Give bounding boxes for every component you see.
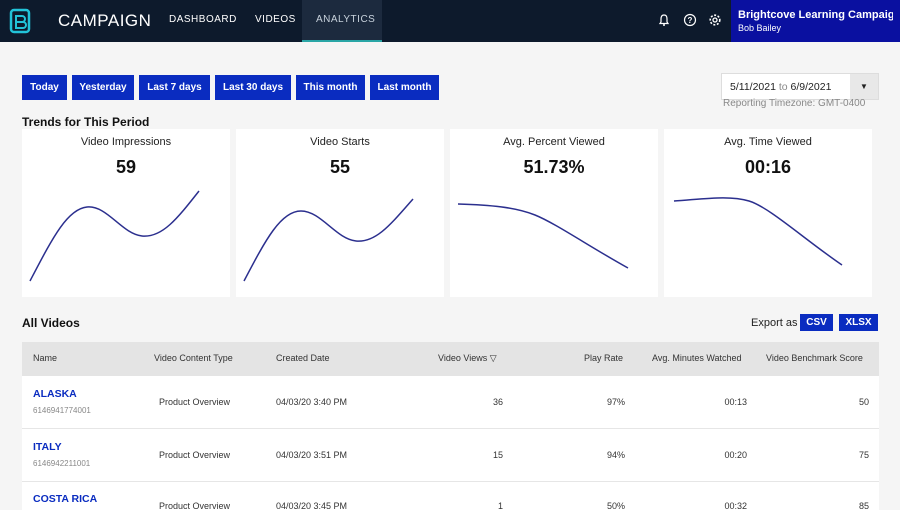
all-videos-title: All Videos: [22, 316, 80, 330]
trend-card-title: Video Impressions: [80, 136, 172, 148]
column-header-video-views[interactable]: Video Views ▽: [438, 353, 497, 364]
video-play-rate: 50%: [606, 501, 625, 510]
column-header-created-date[interactable]: Created Date: [276, 353, 330, 363]
app-brand: CAMPAIGN: [58, 11, 152, 30]
column-header-play-rate[interactable]: Play Rate: [584, 353, 624, 363]
svg-text:?: ?: [688, 16, 693, 25]
trend-card-value: 55: [329, 157, 351, 177]
column-header-benchmark-score[interactable]: Video Benchmark Score: [766, 353, 863, 363]
trend-card-title: Avg. Percent Viewed: [503, 136, 605, 148]
trend-card-value: 59: [115, 157, 137, 177]
video-avg-minutes: 00:13: [724, 397, 747, 407]
chevron-down-icon[interactable]: ▼: [850, 74, 878, 99]
video-content-type: Product Overview: [159, 450, 231, 460]
video-content-type: Product Overview: [159, 397, 231, 407]
column-header-video-views-label: Video Views: [438, 353, 488, 363]
video-play-rate: 97%: [606, 397, 625, 407]
table-row[interactable]: COSTA RICA Product Overview 04/03/20 3:4…: [22, 482, 879, 510]
top-nav-bar: CAMPAIGN DASHBOARD VIDEOS ANALYTICS ? Br…: [0, 0, 900, 42]
video-created-date: 04/03/20 3:40 PM: [276, 397, 348, 407]
column-header-content-type[interactable]: Video Content Type: [154, 353, 233, 363]
video-name-link[interactable]: COSTA RICA: [33, 493, 98, 505]
export-csv-button[interactable]: CSV: [800, 314, 833, 331]
video-views: 15: [492, 450, 503, 460]
trend-card-video-impressions[interactable]: Video Impressions 59: [22, 129, 230, 297]
column-header-name[interactable]: Name: [33, 353, 58, 363]
trend-card-avg-time-viewed[interactable]: Avg. Time Viewed 00:16: [664, 129, 872, 297]
export-xlsx-button[interactable]: XLSX: [839, 314, 878, 331]
range-last-month-button[interactable]: Last month: [370, 75, 439, 100]
range-last-7-days-button[interactable]: Last 7 days: [139, 75, 210, 100]
trend-card-video-starts[interactable]: Video Starts 55: [236, 129, 444, 297]
brightcove-logo-icon[interactable]: [8, 8, 34, 34]
date-start: 5/11/2021: [730, 81, 776, 93]
range-yesterday-button[interactable]: Yesterday: [72, 75, 134, 100]
date-range-picker[interactable]: 5/11/2021 to 6/9/2021 ▼: [721, 73, 879, 100]
trend-sparkline: [673, 197, 843, 266]
trend-sparkline: [243, 198, 414, 282]
video-play-rate: 94%: [606, 450, 625, 460]
trend-card-value: 00:16: [744, 157, 792, 177]
column-header-avg-minutes-watched[interactable]: Avg. Minutes Watched: [652, 353, 742, 363]
trend-card-title: Avg. Time Viewed: [724, 136, 812, 148]
video-created-date: 04/03/20 3:51 PM: [276, 450, 348, 460]
range-today-button[interactable]: Today: [22, 75, 67, 100]
account-switcher[interactable]: Brightcove Learning Campaign Bob Bailey: [731, 0, 900, 42]
videos-table: Name Video Content Type Created Date Vid…: [22, 342, 879, 510]
account-user: Bob Bailey: [738, 23, 782, 33]
range-this-month-button[interactable]: This month: [296, 75, 365, 100]
video-views: 36: [492, 397, 503, 407]
video-avg-minutes: 00:20: [724, 450, 747, 460]
video-benchmark-score: 75: [858, 450, 869, 460]
date-to: to: [778, 81, 788, 93]
reporting-timezone: Reporting Timezone: GMT-0400: [723, 98, 866, 109]
date-end: 6/9/2021: [790, 81, 832, 93]
table-row[interactable]: ITALY 6146942211001 Product Overview 04/…: [22, 429, 879, 482]
video-views: 1: [497, 501, 503, 510]
help-icon[interactable]: ?: [683, 13, 697, 27]
video-avg-minutes: 00:32: [724, 501, 747, 510]
date-range-text: 5/11/2021 to 6/9/2021: [730, 81, 831, 93]
video-id: 6146941774001: [33, 406, 91, 415]
bell-icon[interactable]: [657, 13, 671, 27]
trend-sparkline: [457, 203, 629, 269]
video-created-date: 04/03/20 3:45 PM: [276, 501, 348, 510]
gear-icon[interactable]: [708, 13, 722, 27]
trend-card-avg-percent-viewed[interactable]: Avg. Percent Viewed 51.73%: [450, 129, 658, 297]
account-name: Brightcove Learning Campaign: [738, 9, 893, 21]
sort-descending-icon: ▽: [489, 353, 497, 363]
nav-videos[interactable]: VIDEOS: [255, 14, 296, 25]
video-name-link[interactable]: ALASKA: [33, 388, 77, 400]
trend-sparkline: [29, 190, 200, 282]
video-benchmark-score: 85: [858, 501, 869, 510]
trends-title: Trends for This Period: [22, 115, 150, 129]
export-label: Export as: [751, 317, 798, 329]
nav-dashboard[interactable]: DASHBOARD: [169, 14, 237, 25]
video-id: 6146942211001: [33, 459, 91, 468]
video-benchmark-score: 50: [858, 397, 869, 407]
video-name-link[interactable]: ITALY: [33, 441, 62, 453]
table-header: Name Video Content Type Created Date Vid…: [22, 342, 879, 376]
table-row[interactable]: ALASKA 6146941774001 Product Overview 04…: [22, 376, 879, 429]
range-last-30-days-button[interactable]: Last 30 days: [215, 75, 291, 100]
video-content-type: Product Overview: [159, 501, 231, 510]
trend-card-title: Video Starts: [310, 136, 370, 148]
nav-analytics[interactable]: ANALYTICS: [302, 0, 382, 42]
trend-card-value: 51.73%: [523, 157, 585, 177]
